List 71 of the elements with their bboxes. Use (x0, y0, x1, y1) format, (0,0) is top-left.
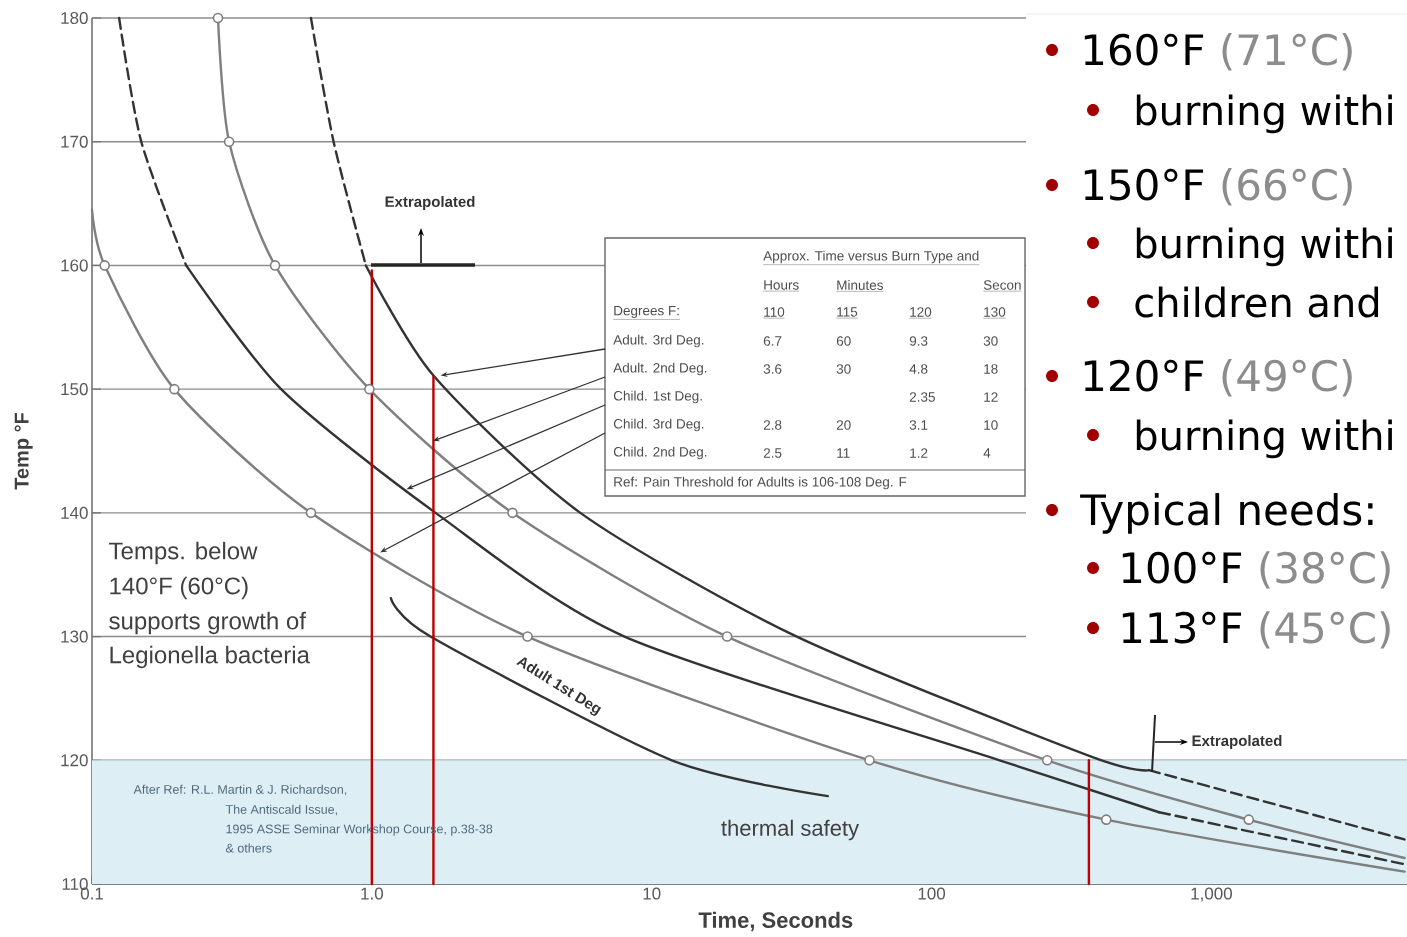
annotation: Secon (983, 280, 1021, 290)
annotation: thermal safety (721, 819, 860, 841)
x-tick-label: 10 (643, 887, 661, 900)
annotation: children and (1135, 286, 1379, 318)
y-tick-label: 130 (61, 630, 88, 643)
annotation: 113°F (1122, 611, 1242, 644)
annotation: Ref: Pain Threshold for Adults is 106-108 Deg. F (614, 476, 907, 490)
y-tick-label: 140 (61, 506, 88, 519)
y-tick-label: 120 (61, 754, 88, 767)
annotation: (49°C) (1222, 359, 1352, 397)
annotation: Extrapolated (385, 196, 475, 210)
annotation: 4 (983, 448, 991, 458)
annotation: 2.35 (909, 392, 935, 402)
annotation: Minutes (837, 280, 883, 290)
annotation: 140°F (60°C) (110, 576, 248, 600)
annotation: 20 (836, 420, 851, 430)
annotation: Extrapolated (1192, 735, 1282, 749)
annotation: Child. 3rd Deg. (613, 418, 704, 432)
annotation: Temps. below (109, 541, 258, 565)
annotation: 12 (984, 392, 998, 402)
annotation: 130 (984, 307, 1006, 317)
y-axis-title: Temp °F (14, 412, 33, 490)
annotation: 30 (836, 364, 851, 374)
annotation: 110 (764, 307, 785, 317)
annotation: 3.6 (763, 364, 782, 374)
annotation: Approx. Time versus Burn Type and (763, 250, 979, 264)
x-tick-label: 1.0 (361, 887, 384, 900)
annotation: burning withi (1136, 94, 1392, 134)
annotation: (45°C) (1260, 611, 1390, 649)
x-tick-label: 100 (918, 887, 946, 900)
annotation: 2.8 (763, 420, 782, 430)
x-tick-label: 1,000 (1191, 887, 1233, 902)
annotation: 150°F (1084, 168, 1204, 201)
annotation: Degrees F: (614, 305, 679, 319)
annotation: 18 (984, 364, 998, 374)
annotation: 100°F (1122, 551, 1242, 584)
annotation: burning withi (1136, 419, 1392, 459)
annotation: Child. 2nd Deg. (613, 446, 707, 460)
y-tick-label: 150 (61, 383, 88, 396)
annotation: Adult. 2nd Deg. (613, 362, 707, 376)
annotation: supports growth of (109, 611, 306, 635)
annotation: Child. 1st Deg. (613, 390, 702, 404)
annotation: 1.2 (910, 448, 928, 458)
annotation: 30 (983, 336, 998, 346)
y-tick-label: 180 (61, 11, 88, 25)
annotation: 115 (837, 307, 858, 317)
annotation: (66°C) (1222, 168, 1352, 206)
annotation: After Ref: R.L. Martin & J. Richardson, (133, 784, 347, 796)
y-tick-label: 170 (61, 135, 88, 148)
annotation: 2.5 (763, 448, 782, 458)
x-axis-title: Time, Seconds (698, 911, 853, 932)
annotation: 11 (837, 448, 850, 458)
annotation: 4.8 (909, 364, 928, 374)
annotation: burning withi (1136, 227, 1392, 267)
annotation: Typical needs: (1080, 493, 1373, 534)
annotation: 9.3 (909, 336, 928, 346)
annotation: 120°F (1084, 359, 1204, 392)
annotation: The Antiscald Issue, (225, 804, 337, 816)
annotation: & others (225, 843, 272, 853)
annotation: Hours (764, 280, 799, 290)
annotation: Legionella bacteria (110, 645, 310, 669)
annotation: 10 (984, 420, 998, 430)
annotation: 160°F (1084, 33, 1204, 66)
y-tick-label: 160 (61, 259, 88, 272)
annotation: 3.1 (909, 420, 928, 430)
annotation: (38°C) (1260, 551, 1390, 589)
annotation: 120 (910, 307, 932, 317)
annotation: (71°C) (1222, 33, 1352, 71)
annotation: Adult. 3rd Deg. (613, 334, 704, 348)
annotation: 60 (836, 336, 851, 346)
annotation: 6.7 (763, 336, 782, 346)
